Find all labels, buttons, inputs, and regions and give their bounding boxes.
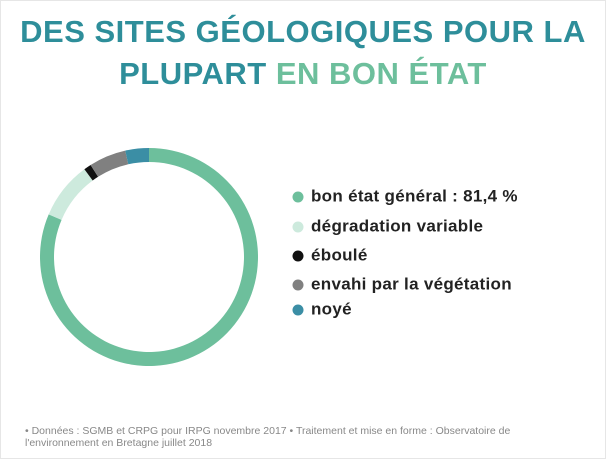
legend-swatch [292, 250, 304, 262]
title-part: PLUPART [119, 56, 267, 91]
chart-title: DES SITES GÉOLOGIQUES POUR LA PLUPART EN … [1, 11, 605, 95]
legend-swatch [292, 221, 304, 233]
title-part: DES SITES GÉOLOGIQUES POUR LA [20, 14, 586, 49]
donut-slice [84, 164, 99, 181]
legend-swatch [292, 304, 304, 316]
title-part: EN BON ÉTAT [275, 56, 487, 91]
donut-slice [48, 169, 93, 220]
legend-label: éboulé [311, 245, 368, 264]
legend-label: noyé [311, 299, 352, 318]
donut-slice [125, 148, 149, 165]
legend-swatch [292, 191, 304, 203]
source-note: • Données : SGMB et CRPG pour IRPG novem… [25, 425, 511, 449]
legend-label: dégradation variable [311, 216, 483, 235]
legend-swatch [292, 279, 304, 291]
legend-label: envahi par la végétation [311, 274, 512, 293]
donut-slice [90, 150, 129, 177]
plot: bon état général : 81,4 % dégradation var… [39, 148, 518, 367]
legend-label: bon état général : 81,4 % [311, 186, 518, 205]
